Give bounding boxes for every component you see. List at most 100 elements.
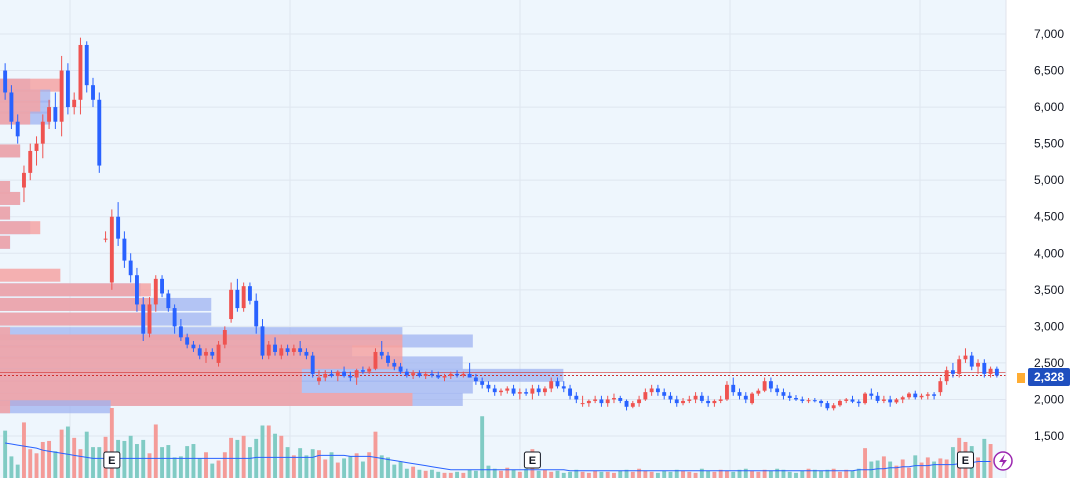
volume-bar bbox=[423, 470, 428, 478]
volume-bar bbox=[687, 471, 692, 478]
volume-bar bbox=[499, 470, 503, 478]
volume-bar bbox=[637, 468, 642, 478]
volume-bar bbox=[436, 471, 441, 478]
volume-bar bbox=[455, 471, 460, 478]
volume-bar bbox=[298, 448, 303, 478]
candle-body bbox=[204, 351, 208, 356]
profile-row-up bbox=[0, 206, 11, 220]
volume-bar bbox=[273, 433, 277, 478]
candle-body bbox=[718, 399, 723, 401]
profile-row-down bbox=[0, 400, 111, 414]
price-tick-label: 2,500 bbox=[1034, 356, 1064, 370]
candle-body bbox=[436, 375, 441, 378]
candle-body bbox=[831, 405, 836, 409]
candle-body bbox=[3, 70, 8, 93]
volume-bar bbox=[630, 471, 635, 478]
volume-bar bbox=[681, 470, 685, 478]
candle-body bbox=[737, 392, 742, 396]
volume-bar bbox=[718, 469, 723, 478]
candle-body bbox=[568, 388, 572, 396]
price-tick-label: 7,000 bbox=[1034, 27, 1064, 41]
volume-bar bbox=[404, 468, 409, 478]
volume-bar bbox=[210, 463, 215, 478]
lightning-icon[interactable] bbox=[993, 451, 1013, 471]
volume-bar bbox=[894, 465, 899, 478]
candle-body bbox=[160, 278, 165, 294]
candle-body bbox=[473, 377, 478, 382]
volume-bar bbox=[185, 446, 190, 478]
profile-row-up bbox=[0, 235, 11, 249]
volume-bar bbox=[492, 468, 497, 478]
volume-bar bbox=[982, 438, 987, 478]
candle-body bbox=[712, 400, 717, 404]
candle-body bbox=[423, 373, 428, 377]
volume-bar bbox=[348, 456, 353, 478]
volume-bar bbox=[850, 470, 855, 478]
volume-bar bbox=[247, 447, 252, 478]
volume-bar bbox=[875, 460, 880, 478]
volume-bar bbox=[731, 471, 736, 478]
volume-bar bbox=[725, 470, 729, 478]
candle-body bbox=[624, 400, 629, 407]
price-tick-label: 6,500 bbox=[1034, 64, 1064, 78]
candle-body bbox=[28, 150, 33, 173]
volume-bar bbox=[172, 457, 177, 478]
volume-ma-line bbox=[5, 442, 991, 472]
last-price-badge: 2,328 bbox=[1017, 368, 1070, 386]
profile-row-up bbox=[0, 268, 61, 282]
candle-body bbox=[850, 399, 855, 402]
volume-bar bbox=[775, 468, 780, 478]
volume-bar bbox=[153, 424, 158, 478]
candle-body bbox=[486, 384, 491, 389]
price-axis-ticks: 7,000 6,500 6,000 5,500 5,000 4,500 4,000 3,500… bbox=[1034, 27, 1064, 443]
volume-bar bbox=[976, 457, 980, 478]
candle-body bbox=[210, 351, 215, 356]
price-axis[interactable] bbox=[1005, 0, 1074, 478]
volume-bar bbox=[430, 469, 434, 478]
candle-body bbox=[969, 355, 974, 367]
earnings-marker-label: E bbox=[962, 455, 969, 467]
candle-body bbox=[185, 337, 190, 345]
candle-body bbox=[47, 107, 52, 122]
candle-body bbox=[668, 395, 673, 400]
candle-body bbox=[982, 362, 987, 374]
candle-body bbox=[988, 368, 993, 374]
volume-bar bbox=[900, 459, 905, 478]
volume-bar bbox=[925, 457, 930, 478]
candle-body bbox=[442, 376, 447, 378]
candle-body bbox=[599, 399, 604, 404]
candle-body bbox=[317, 377, 321, 382]
volume-bar bbox=[643, 470, 648, 478]
candle-body bbox=[555, 381, 560, 387]
candle-body bbox=[856, 401, 861, 404]
candle-body bbox=[499, 390, 503, 393]
candle-body bbox=[957, 359, 962, 374]
candle-body bbox=[938, 381, 943, 393]
volume-bar bbox=[812, 469, 817, 478]
profile-row-up bbox=[0, 144, 21, 158]
plot-background bbox=[0, 0, 1006, 478]
price-tick-label: 4,500 bbox=[1034, 210, 1064, 224]
volume-bar bbox=[511, 469, 516, 478]
candle-body bbox=[122, 238, 127, 261]
volume-bar bbox=[762, 469, 767, 478]
candle-body bbox=[812, 400, 817, 402]
candle-body bbox=[524, 392, 529, 394]
candle-body bbox=[191, 344, 196, 349]
candle-body bbox=[819, 400, 824, 404]
volume-bar bbox=[794, 472, 798, 478]
volume-bar bbox=[128, 435, 133, 478]
candle-body bbox=[586, 400, 591, 404]
price-tick-label: 4,000 bbox=[1034, 246, 1064, 260]
candle-body bbox=[794, 397, 798, 400]
volume-bar bbox=[480, 416, 485, 478]
candle-body bbox=[40, 121, 45, 144]
profile-row-up bbox=[0, 191, 21, 205]
volume-bar bbox=[913, 455, 918, 478]
candle-body bbox=[561, 386, 566, 389]
candle-body bbox=[756, 390, 761, 394]
candle-body bbox=[348, 376, 353, 378]
profile-row-up bbox=[0, 312, 151, 326]
